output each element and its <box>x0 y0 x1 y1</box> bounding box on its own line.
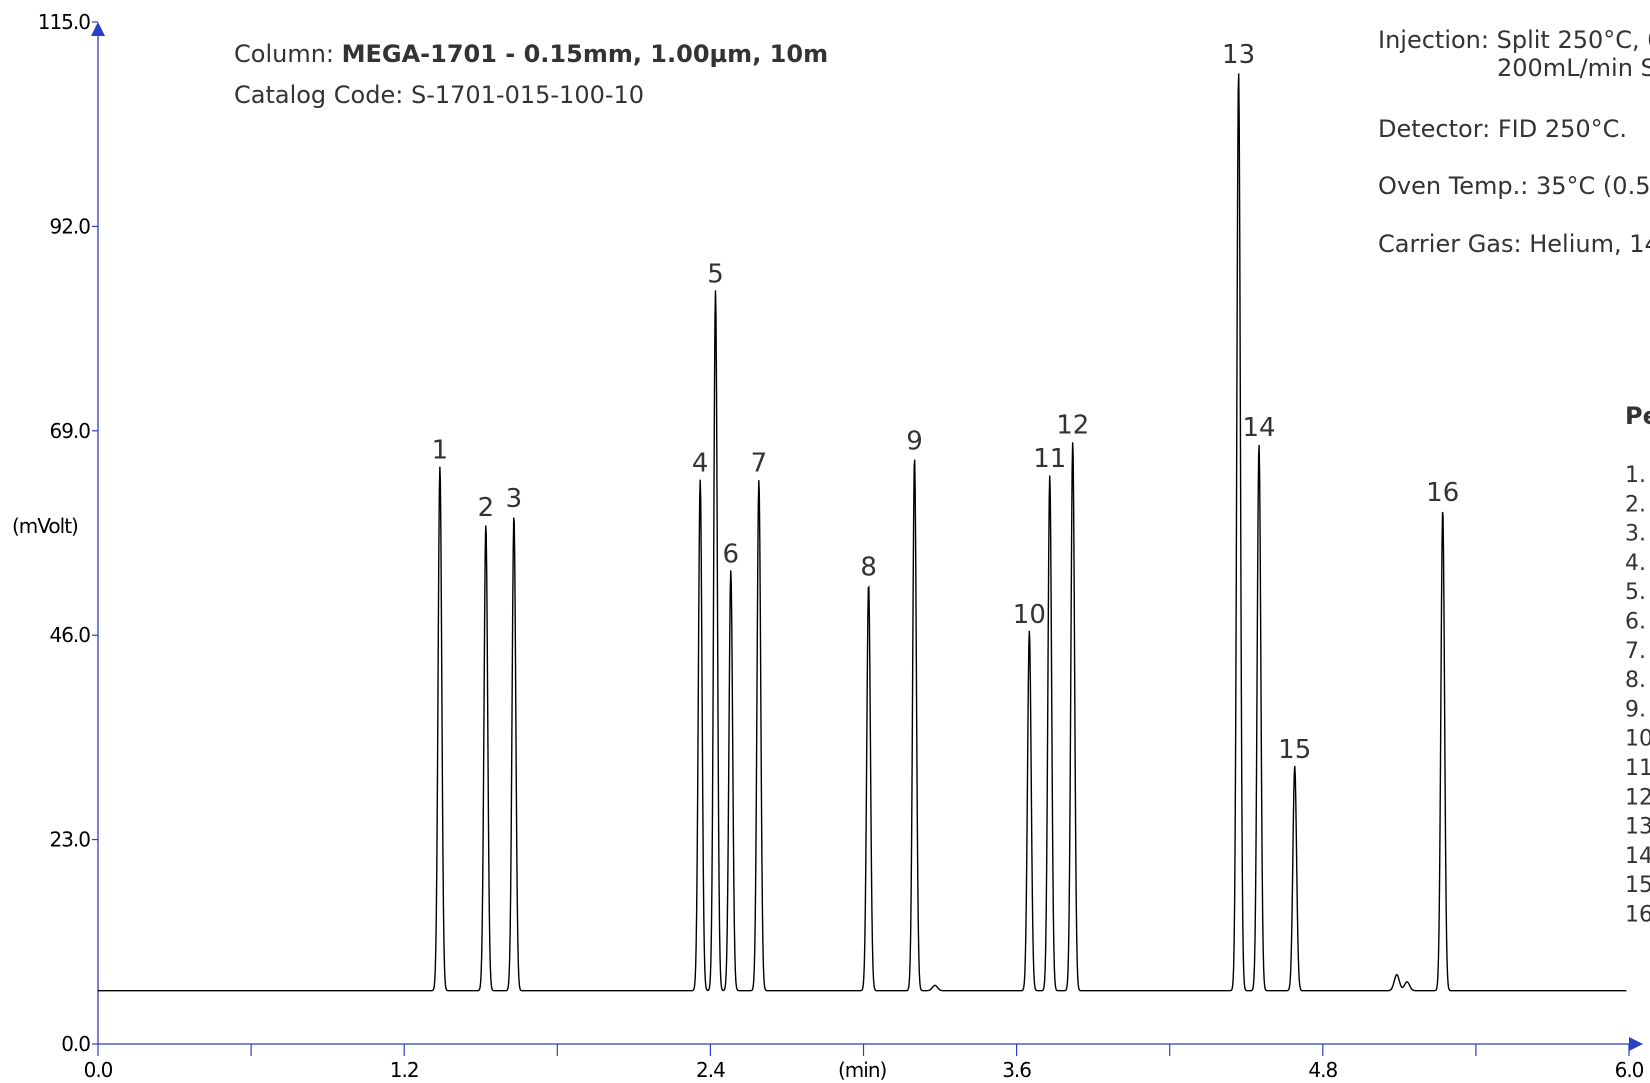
peak-list-item: 9. <box>1625 697 1646 722</box>
x-tick-label: 3.6 <box>1002 1058 1031 1082</box>
peak-label-10: 10 <box>1013 600 1046 630</box>
peak-list-item: 13 <box>1625 815 1650 840</box>
peak-list-item: 1. <box>1625 463 1646 488</box>
y-tick-label: 23.0 <box>49 828 90 852</box>
column-value: MEGA-1701 - 0.15mm, 1.00µm, 10m <box>342 40 828 68</box>
peak-label-11: 11 <box>1033 444 1066 474</box>
x-tick-label: 4.8 <box>1308 1058 1337 1082</box>
peak-list-item: 10 <box>1625 727 1650 752</box>
peak-label-16: 16 <box>1426 478 1459 508</box>
column-annotation: Column: MEGA-1701 - 0.15mm, 1.00µm, 10m <box>234 40 828 68</box>
x-tick-label: 2.4 <box>696 1058 725 1082</box>
peak-list-item: 3. <box>1625 522 1646 547</box>
peak-list-item: 7. <box>1625 639 1646 664</box>
peak-list-item: 2. <box>1625 492 1646 517</box>
x-axis-label: (min) <box>838 1058 887 1082</box>
y-tick-label: 115.0 <box>38 10 91 34</box>
peak-list-item: 5. <box>1625 580 1646 605</box>
peak-label-12: 12 <box>1056 410 1089 440</box>
injection-line-1: Injection: Split 250°C, 0 <box>1378 26 1650 54</box>
peak-list-item: 8. <box>1625 668 1646 693</box>
y-tick-label: 46.0 <box>49 623 90 647</box>
y-tick-label: 0.0 <box>61 1032 90 1056</box>
peak-label-15: 15 <box>1278 735 1311 765</box>
peak-label-2: 2 <box>478 493 495 523</box>
peak-label-3: 3 <box>506 484 523 514</box>
peak-list-item: 12 <box>1625 785 1650 810</box>
y-tick-label: 92.0 <box>49 214 90 238</box>
peak-label-5: 5 <box>707 259 724 289</box>
detector-annotation: Detector: FID 250°C. <box>1378 115 1627 143</box>
peaks-heading: Pe <box>1625 402 1650 430</box>
peak-list: 1. 2. 3. 4. 5. 6. 7. 8. 9. 10 11 12 13 14 15 16 <box>1625 463 1650 928</box>
y-axis-arrow <box>91 22 105 36</box>
peak-label-13: 13 <box>1222 40 1255 70</box>
peak-list-item: 15 <box>1625 873 1650 898</box>
peak-list-item: 11 <box>1625 756 1650 781</box>
peak-label-4: 4 <box>692 449 709 479</box>
column-label: Column: <box>234 40 342 68</box>
chromatogram-trace <box>98 73 1627 992</box>
x-tick-label: 1.2 <box>390 1058 419 1082</box>
carrier-annotation: Carrier Gas: Helium, 14 <box>1378 230 1650 258</box>
peak-list-item: 4. <box>1625 551 1646 576</box>
peak-list-item: 6. <box>1625 610 1646 635</box>
peak-label-9: 9 <box>906 426 923 456</box>
peak-label-8: 8 <box>860 553 877 583</box>
injection-line-2: 200mL/min S <box>1497 54 1650 82</box>
catalog-code: Catalog Code: S-1701-015-100-10 <box>234 81 644 109</box>
y-tick-label: 69.0 <box>49 419 90 443</box>
x-tick-label: 6.0 <box>1615 1058 1644 1082</box>
peak-label-14: 14 <box>1242 413 1275 443</box>
x-axis-arrow <box>1629 1037 1643 1051</box>
peak-list-item: 14 <box>1625 844 1650 869</box>
peak-label-1: 1 <box>432 435 449 465</box>
peak-label-7: 7 <box>751 449 768 479</box>
peak-label-6: 6 <box>723 539 740 569</box>
x-tick-label: 0.0 <box>84 1058 113 1082</box>
peak-list-item: 16 <box>1625 903 1650 928</box>
y-axis-label: (mVolt) <box>12 514 78 538</box>
oven-annotation: Oven Temp.: 35°C (0.5 <box>1378 172 1650 200</box>
